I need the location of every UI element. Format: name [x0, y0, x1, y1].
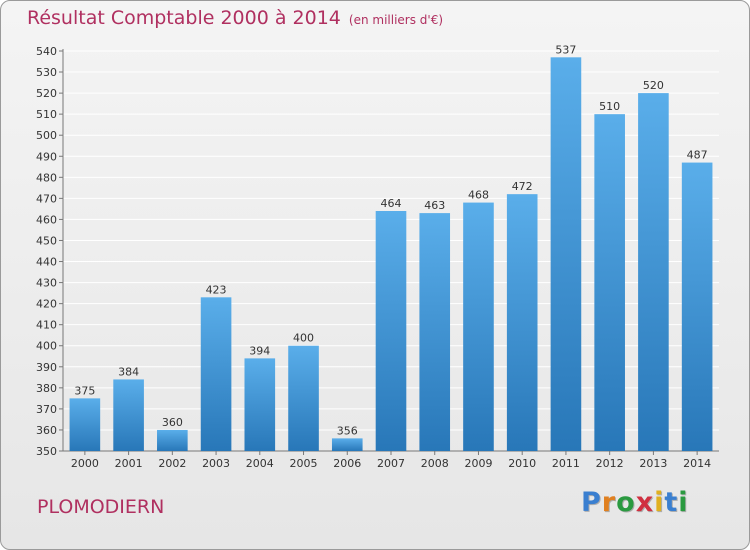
y-tick-label: 390 — [36, 361, 57, 374]
bar — [506, 194, 538, 451]
bar — [331, 438, 363, 451]
data-label: 472 — [512, 180, 533, 193]
y-tick-label: 500 — [36, 129, 57, 142]
bar — [244, 358, 276, 451]
bar — [375, 211, 407, 451]
y-tick-label: 350 — [36, 445, 57, 458]
data-label: 375 — [74, 384, 95, 397]
x-tick-label: 2014 — [683, 457, 711, 470]
bar — [681, 162, 713, 451]
x-tick-labels: 2000 2001 2002 2003 2004 2005 2006 2007 2008 2009… — [71, 457, 711, 470]
data-labels: 375 384 360 423 394 400 356 464 463 468 472 537 510 5… — [74, 43, 707, 437]
data-label: 400 — [293, 332, 314, 345]
bar — [594, 114, 625, 451]
y-tick-labels: 350 360 370 380 390 400 410 420 430 440 450 460 470 4… — [36, 45, 57, 458]
y-tick-label: 370 — [36, 403, 57, 416]
x-tick-label: 2006 — [333, 457, 361, 470]
bar — [550, 57, 582, 451]
logo-letter: t — [664, 487, 679, 518]
x-tick-label: 2011 — [552, 457, 580, 470]
data-label: 356 — [337, 424, 358, 437]
x-tick-label: 2013 — [639, 457, 667, 470]
bar — [157, 429, 188, 451]
data-label: 360 — [162, 416, 183, 429]
y-tick-label: 440 — [36, 256, 57, 269]
data-label: 510 — [599, 100, 620, 113]
chart-title-block: Résultat Comptable 2000 à 2014 (en millie… — [27, 7, 443, 29]
y-tick-label: 450 — [36, 234, 57, 247]
y-tick-label: 540 — [36, 45, 57, 58]
bar — [288, 345, 319, 451]
bar — [200, 297, 232, 451]
logo-letter: x — [635, 487, 655, 518]
data-label: 537 — [555, 43, 576, 56]
x-tick-label: 2009 — [464, 457, 492, 470]
y-tick-label: 470 — [36, 192, 57, 205]
x-tick-label: 2002 — [158, 457, 186, 470]
logo-letter: i — [678, 487, 689, 518]
x-tick-label: 2005 — [290, 457, 318, 470]
x-tick-label: 2004 — [246, 457, 274, 470]
y-tick-label: 420 — [36, 298, 57, 311]
x-tick-label: 2010 — [508, 457, 536, 470]
bar — [113, 379, 144, 451]
data-label: 468 — [468, 189, 489, 202]
bar — [69, 398, 101, 451]
y-tick-label: 380 — [36, 382, 57, 395]
bar — [463, 202, 494, 451]
data-label: 423 — [206, 283, 227, 296]
x-tick-label: 2003 — [202, 457, 230, 470]
y-tick-label: 490 — [36, 150, 57, 163]
logo-letter: r — [601, 487, 617, 518]
data-label: 394 — [249, 344, 270, 357]
data-label: 464 — [381, 197, 402, 210]
bar — [638, 93, 669, 452]
logo-letter: i — [654, 487, 665, 518]
x-tick-label: 2000 — [71, 457, 99, 470]
x-tick-label: 2001 — [115, 457, 143, 470]
x-tick-label: 2008 — [421, 457, 449, 470]
y-tick-label: 430 — [36, 277, 57, 290]
logo-letter: o — [616, 487, 636, 518]
y-tick-label: 480 — [36, 171, 57, 184]
y-tick-label: 400 — [36, 340, 57, 353]
bar — [419, 213, 451, 451]
proxiti-logo: Proxiti — [581, 487, 689, 518]
x-tick-label: 2012 — [596, 457, 624, 470]
data-label: 520 — [643, 79, 664, 92]
data-label: 463 — [424, 199, 445, 212]
x-tick-label: 2007 — [377, 457, 405, 470]
chart-title: Résultat Comptable 2000 à 2014 — [27, 7, 341, 29]
y-tick-label: 360 — [36, 424, 57, 437]
y-tick-label: 520 — [36, 87, 57, 100]
y-tick-label: 530 — [36, 66, 57, 79]
commune-name: PLOMODIERN — [37, 496, 165, 518]
data-label: 487 — [687, 149, 708, 162]
y-tick-label: 510 — [36, 108, 57, 121]
chart-subtitle: (en milliers d'€) — [348, 13, 444, 27]
bars — [69, 57, 713, 452]
data-label: 384 — [118, 365, 139, 378]
logo-letter: P — [581, 487, 602, 518]
y-tick-label: 410 — [36, 319, 57, 332]
y-tick-label: 460 — [36, 213, 57, 226]
